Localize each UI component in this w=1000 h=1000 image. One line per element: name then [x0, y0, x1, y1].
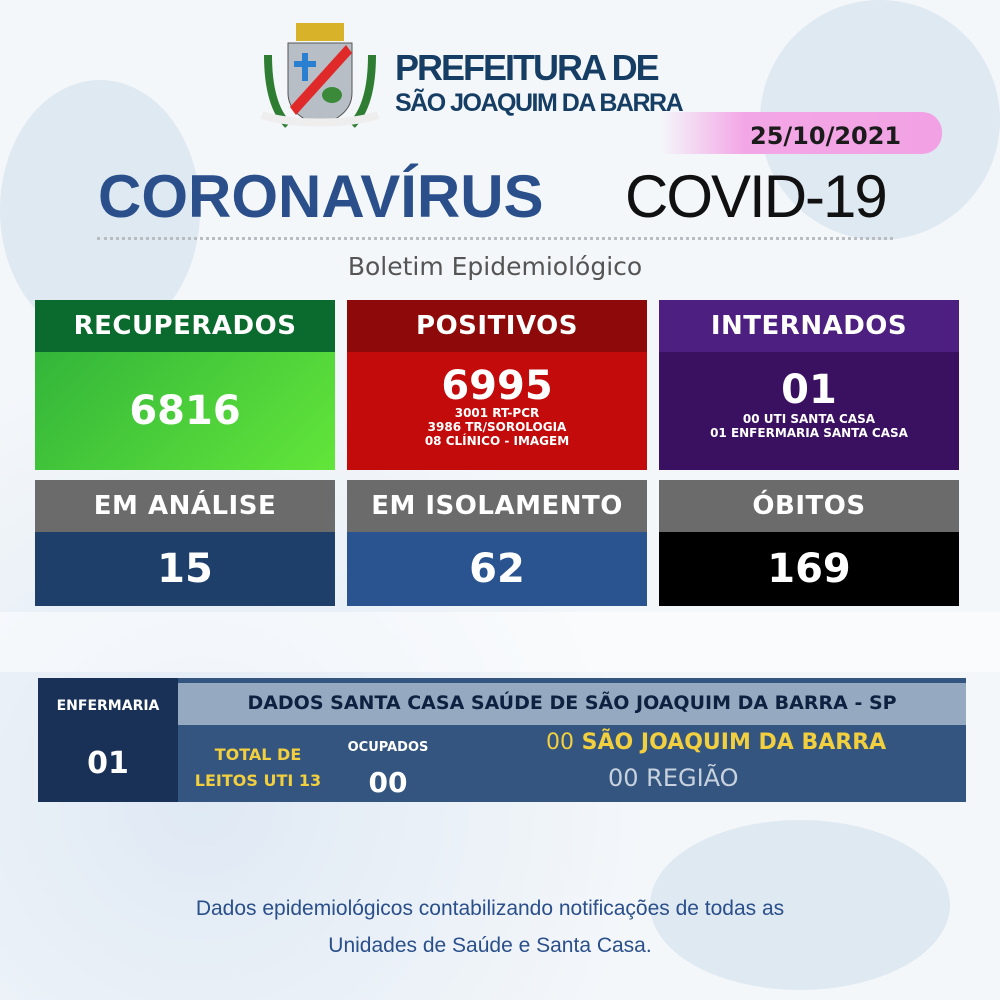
enfermaria-column — [38, 678, 178, 802]
background-band — [0, 612, 1000, 672]
card-value: 62 — [469, 546, 525, 592]
total-leitos: TOTAL DE LEITOS UTI 13 — [183, 742, 333, 794]
card-detail: 3001 RT-PCR — [454, 406, 540, 420]
panel-header — [178, 683, 966, 725]
card-obitos: ÓBITOS 169 — [659, 480, 959, 606]
subtitle: Boletim Epidemiológico — [347, 252, 643, 281]
coat-of-arms-logo — [260, 23, 380, 128]
card-detail: 00 UTI SANTA CASA — [742, 412, 876, 426]
card-positivos: POSITIVOS 6995 3001 RT-PCR 3986 TR/SOROL… — [347, 300, 647, 470]
bulletin-date: 25/10/2021 — [750, 122, 902, 150]
card-em-isolamento: EM ISOLAMENTO 62 — [347, 480, 647, 606]
card-em-analise: EM ANÁLISE 15 — [35, 480, 335, 606]
card-value: 01 — [781, 367, 837, 413]
title-sub: COVID-19 — [625, 163, 888, 230]
virus-background — [650, 820, 950, 990]
card-detail: 01 ENFERMARIA SANTA CASA — [710, 426, 908, 440]
card-label: EM ANÁLISE — [35, 480, 335, 532]
card-recuperados: RECUPERADOS 6816 — [35, 300, 335, 470]
footer-note: Dados epidemiológicos contabilizando not… — [0, 890, 980, 964]
card-internados: INTERNADOS 01 00 UTI SANTA CASA 01 ENFER… — [659, 300, 959, 470]
panel-title: DADOS SANTA CASA SAÚDE DE SÃO JOAQUIM DA… — [247, 692, 897, 714]
card-value: 15 — [157, 546, 213, 592]
card-label: POSITIVOS — [347, 300, 647, 352]
total-leitos-line: LEITOS UTI 13 — [194, 771, 322, 790]
card-detail: 3986 TR/SOROLOGIA — [427, 420, 567, 434]
org-line-1: PREFEITURA DE — [395, 47, 660, 88]
total-leitos-line: TOTAL DE — [214, 745, 302, 764]
card-label: RECUPERADOS — [35, 300, 335, 352]
regiao-line: 00 REGIÃO — [608, 764, 739, 792]
enfermaria-label: ENFERMARIA — [56, 698, 160, 714]
sjb-label: SÃO JOAQUIM DA BARRA — [581, 730, 887, 755]
sjb-count: 00 — [546, 730, 574, 755]
org-name: PREFEITURA DE SÃO JOAQUIM DA BARRA — [395, 47, 684, 118]
card-label: EM ISOLAMENTO — [347, 480, 647, 532]
santa-casa-panel: ENFERMARIA 01 DADOS SANTA CASA SAÚDE DE … — [38, 678, 966, 802]
date-brush — [660, 112, 942, 154]
title-main: CORONAVÍRUS — [98, 163, 544, 230]
footer-line: Unidades de Saúde e Santa Casa. — [328, 934, 652, 957]
divider — [97, 237, 893, 240]
enfermaria-value: 01 — [87, 746, 129, 781]
footer-line: Dados epidemiológicos contabilizando not… — [195, 897, 785, 920]
virus-background — [0, 80, 200, 340]
card-detail: 08 CLÍNICO - IMAGEM — [424, 434, 570, 448]
ocupados-value: 00 — [368, 766, 408, 799]
card-label: INTERNADOS — [659, 300, 959, 352]
sjb-line: 00 SÃO JOAQUIM DA BARRA — [546, 730, 956, 755]
card-label: ÓBITOS — [659, 480, 959, 532]
org-line-2: SÃO JOAQUIM DA BARRA — [395, 89, 684, 117]
card-value: 169 — [767, 546, 851, 592]
card-value: 6816 — [35, 352, 335, 470]
card-value: 6995 — [441, 363, 553, 409]
ocupados-label: OCUPADOS — [347, 740, 429, 755]
